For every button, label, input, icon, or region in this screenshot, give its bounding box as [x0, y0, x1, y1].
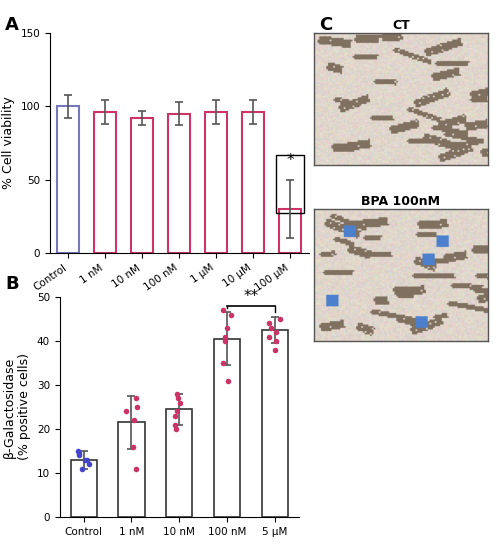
- Bar: [94, 112, 117, 253]
- Point: [83, 455, 91, 464]
- Bar: [262, 330, 288, 517]
- Point: [265, 319, 273, 328]
- Point: [129, 442, 137, 451]
- Point: [223, 323, 231, 332]
- Point: [173, 407, 181, 416]
- Point: [133, 403, 141, 411]
- Point: [122, 407, 129, 416]
- Point: [272, 328, 280, 337]
- Text: A: A: [5, 16, 19, 35]
- Point: [74, 447, 82, 455]
- X-axis label: BPA treatment: BPA treatment: [128, 299, 231, 311]
- Point: [276, 315, 284, 323]
- Text: *: *: [286, 153, 294, 168]
- Bar: [71, 460, 97, 517]
- Point: [171, 411, 179, 420]
- Point: [222, 332, 230, 341]
- Point: [265, 332, 273, 341]
- Title: BPA 100nM: BPA 100nM: [362, 195, 440, 208]
- Y-axis label: % Cell viability: % Cell viability: [2, 97, 15, 189]
- Point: [174, 394, 182, 403]
- Bar: [57, 106, 79, 253]
- Y-axis label: β-Galactosidase
(% positive cells): β-Galactosidase (% positive cells): [3, 354, 31, 460]
- Bar: [166, 409, 192, 517]
- Point: [267, 323, 275, 332]
- Point: [220, 306, 228, 315]
- Point: [172, 425, 180, 433]
- Point: [219, 359, 227, 367]
- Point: [75, 449, 83, 458]
- Bar: [131, 118, 153, 253]
- Point: [85, 460, 93, 469]
- Point: [131, 394, 139, 403]
- Text: **: **: [244, 289, 258, 305]
- Bar: [279, 209, 301, 253]
- Point: [81, 455, 89, 464]
- Point: [173, 389, 181, 398]
- Point: [132, 464, 140, 473]
- Text: B: B: [5, 275, 18, 293]
- Point: [171, 420, 179, 429]
- Bar: [242, 112, 264, 253]
- Point: [130, 416, 138, 425]
- Point: [221, 337, 229, 345]
- Bar: [168, 114, 190, 253]
- Point: [78, 464, 86, 473]
- Bar: [119, 422, 144, 517]
- Bar: [214, 339, 240, 517]
- Point: [271, 345, 279, 354]
- Point: [176, 398, 184, 407]
- Point: [75, 451, 83, 460]
- Text: C: C: [319, 16, 332, 35]
- Bar: [205, 112, 228, 253]
- Point: [225, 376, 233, 385]
- Point: [272, 337, 280, 345]
- Point: [227, 310, 235, 319]
- Title: CT: CT: [392, 19, 410, 32]
